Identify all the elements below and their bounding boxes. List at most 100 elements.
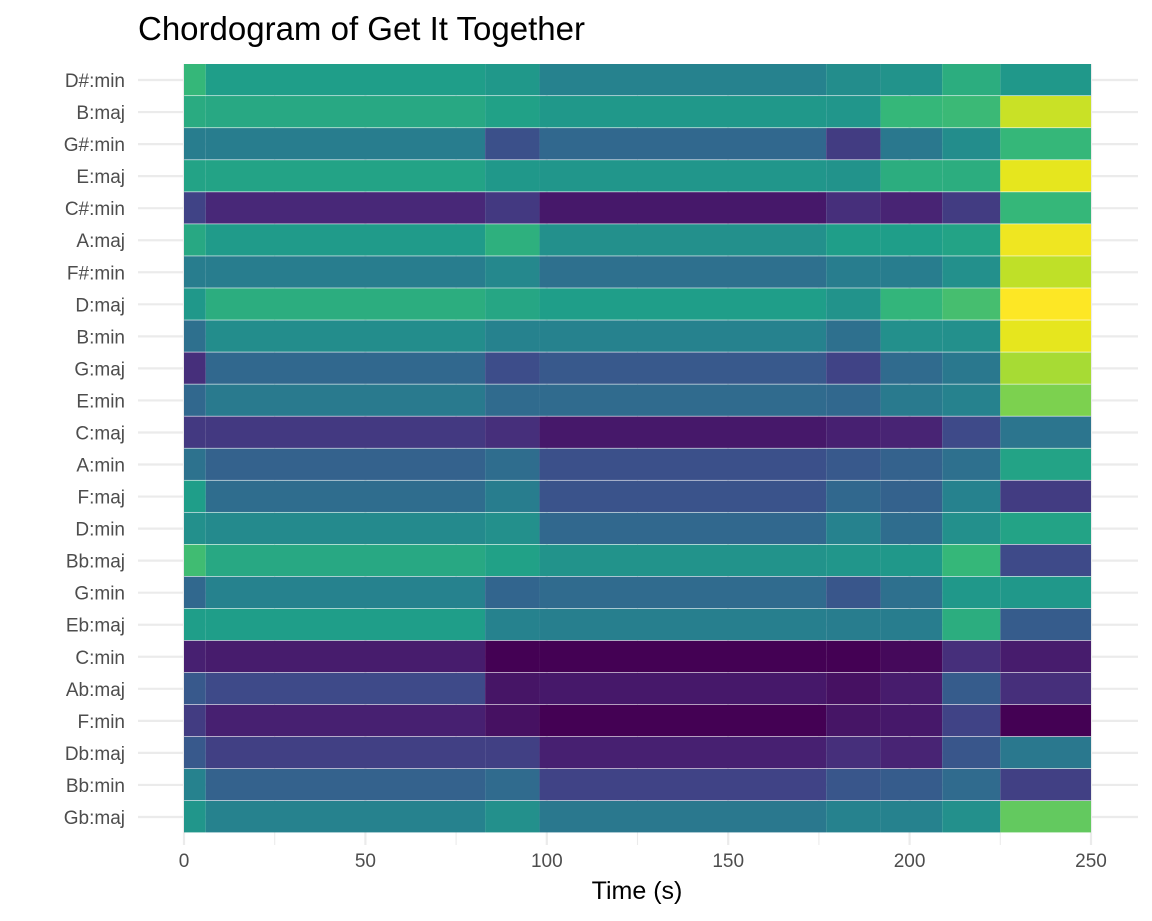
heatmap-cell [205,288,486,320]
heatmap-cell [184,384,206,416]
heatmap-cell [485,96,540,128]
heatmap-cell [1000,416,1091,448]
heatmap-cell [880,192,943,224]
heatmap-cell [826,288,881,320]
heatmap-cell [880,416,943,448]
heatmap-cell [485,736,540,769]
heatmap-cell [942,512,1001,545]
heatmap-cell [184,224,206,256]
heatmap-cell [539,512,827,545]
y-tick-label: E:maj [76,167,125,188]
heatmap-cell [539,736,827,769]
heatmap-cell [942,96,1001,128]
heatmap-cell [184,192,206,224]
heatmap-cell [539,704,827,737]
heatmap-cell [184,256,206,288]
y-tick-label: A:maj [76,231,125,252]
heatmap-cell [826,416,881,448]
heatmap-cell [205,192,486,224]
y-tick-label: C#:min [65,199,125,220]
heatmap-cell [485,640,540,673]
heatmap-cell [826,64,881,96]
heatmap-cell [826,256,881,288]
heatmap-cell [485,544,540,577]
heatmap-cell [942,640,1001,673]
heatmap-cell [539,480,827,512]
y-tick-label: G:min [74,584,125,605]
heatmap-cell [942,320,1001,352]
heatmap-cell [539,320,827,352]
heatmap-cell [485,256,540,288]
y-tick-label: Bb:min [66,776,125,797]
heatmap-cell [184,544,206,577]
heatmap-cell [942,256,1001,288]
heatmap-cell [826,224,881,256]
heatmap-cell [1000,480,1091,512]
chart-title: Chordogram of Get It Together [138,10,585,47]
heatmap-cell [1000,128,1091,160]
heatmap-cell [539,192,827,224]
heatmap-cell [942,704,1001,737]
heatmap-cell [880,96,943,128]
heatmap-cell [184,640,206,673]
heatmap-cell [539,640,827,673]
heatmap-cell [205,384,486,416]
heatmap-cell [184,320,206,352]
heatmap-cell [942,288,1001,320]
heatmap-cell [942,192,1001,224]
heatmap-cell [1000,704,1091,737]
heatmap-cell [826,608,881,641]
y-tick-label: D#:min [65,71,125,92]
heatmap-cell [1000,160,1091,192]
heatmap-cell [485,160,540,192]
y-tick-label: F:maj [78,488,126,509]
heatmap-cell [826,96,881,128]
heatmap-cell [942,768,1001,801]
heatmap-cell [826,544,881,577]
heatmap-cell [826,320,881,352]
heatmap-cell [1000,96,1091,128]
heatmap-cell [539,544,827,577]
heatmap-cell [539,672,827,705]
heatmap-cell [485,448,540,480]
y-tick-label: E:min [76,391,125,412]
heatmap-cell [880,256,943,288]
y-tick-label: F:min [78,712,126,733]
heatmap-cell [539,384,827,416]
heatmap-cell [826,768,881,801]
heatmap-cell [942,480,1001,512]
heatmap-cell [1000,800,1091,833]
x-tick-label: 50 [355,851,376,872]
heatmap-cell [485,288,540,320]
heatmap-cell [485,608,540,641]
heatmap-cell [942,64,1001,96]
heatmap-cell [826,384,881,416]
heatmap-cell [539,768,827,801]
heatmap-cell [880,512,943,545]
heatmap-cell [205,352,486,384]
y-tick-labels: D#:min B:maj G#:min E:maj C#:min A:maj F#:min D… [64,71,125,829]
heatmap-cell [942,800,1001,833]
heatmap-cell [184,416,206,448]
heatmap-cell [205,64,486,96]
heatmap-cell [205,768,486,801]
heatmap-cell [942,352,1001,384]
heatmap-cell [485,352,540,384]
heatmap-cell [205,576,486,609]
heatmap-cell [539,800,827,833]
heatmap-cell [485,800,540,833]
heatmap-cell [880,576,943,609]
heatmap-cell [826,448,881,480]
heatmap-cell [205,800,486,833]
y-tick-label: B:maj [76,103,125,124]
heatmap-cell [205,96,486,128]
heatmap-cell [880,160,943,192]
heatmap-cell [942,160,1001,192]
heatmap-cell [1000,576,1091,609]
heatmap-cell [826,480,881,512]
heatmap-cell [184,704,206,737]
heatmap-cell [184,672,206,705]
heatmap-cell [205,672,486,705]
heatmap-cell [485,768,540,801]
